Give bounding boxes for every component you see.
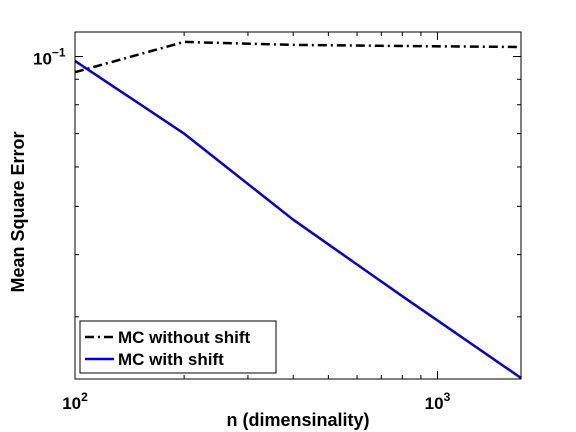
legend-label-mc-with-shift: MC with shift — [118, 350, 224, 369]
x-tick-label: 103 — [425, 390, 451, 413]
plot-frame — [74, 31, 522, 380]
legend-label-mc-without-shift: MC without shift — [118, 328, 251, 347]
tick-layer: 102 103 10−1 — [33, 32, 521, 413]
x-tick-label: 102 — [62, 390, 88, 413]
minor-ticks — [75, 32, 521, 379]
legend: MC without shift MC with shift — [79, 320, 277, 374]
y-axis-label: Mean Square Error — [8, 131, 28, 292]
series-layer — [74, 40, 522, 380]
y-tick-label: 10−1 — [33, 46, 66, 69]
legend-box — [79, 320, 277, 374]
series-line-1 — [74, 59, 522, 380]
series-line-0 — [74, 40, 522, 74]
x-axis-label: n (dimensinality) — [226, 410, 369, 430]
